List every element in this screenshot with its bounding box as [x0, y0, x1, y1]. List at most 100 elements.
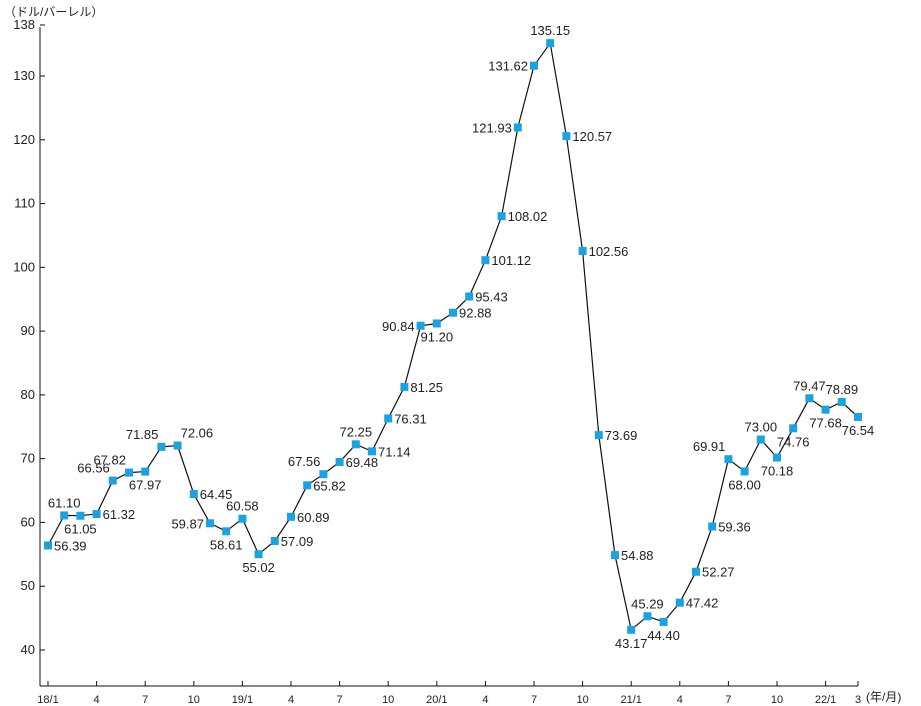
data-label: 54.88	[621, 548, 654, 563]
data-point	[773, 453, 781, 462]
data-label: 60.89	[297, 510, 330, 525]
data-point	[481, 256, 490, 265]
data-point	[238, 514, 247, 523]
y-tick-label: 60	[21, 514, 35, 529]
data-label: 76.54	[842, 423, 875, 438]
data-point	[319, 470, 328, 479]
data-label: 61.05	[64, 522, 97, 537]
data-point	[821, 405, 830, 414]
data-label: 92.88	[459, 306, 492, 321]
data-label: 59.87	[171, 516, 204, 531]
data-point	[805, 394, 814, 403]
data-point	[173, 441, 182, 450]
data-label: 121.93	[472, 120, 512, 135]
y-tick-label: 120	[13, 132, 35, 147]
data-point	[692, 567, 700, 576]
data-label: 120.57	[572, 129, 612, 144]
data-point	[351, 440, 360, 449]
x-tick-label: 18/1	[37, 694, 58, 706]
data-label: 70.18	[761, 464, 794, 479]
data-point	[335, 457, 344, 466]
data-label: 78.89	[826, 382, 859, 397]
data-point	[497, 212, 506, 221]
data-label: 79.47	[793, 378, 826, 393]
x-tick-label: 3	[855, 694, 861, 706]
data-point	[384, 414, 393, 423]
data-point	[141, 467, 150, 476]
data-point	[92, 510, 101, 519]
data-label: 91.20	[421, 329, 454, 344]
data-point	[627, 625, 636, 634]
data-label: 68.00	[728, 477, 761, 492]
data-point	[708, 522, 717, 531]
data-point	[60, 511, 69, 520]
x-tick-label: 10	[382, 694, 394, 706]
data-point	[740, 467, 749, 476]
y-tick-label: 130	[13, 68, 35, 83]
y-tick-label: 50	[21, 578, 35, 593]
data-point	[303, 481, 312, 490]
data-point	[287, 512, 295, 521]
x-tick-label: 7	[142, 694, 148, 706]
data-point	[530, 61, 538, 70]
data-label: 55.02	[242, 560, 275, 575]
data-label: 72.25	[340, 424, 373, 439]
data-point	[789, 424, 798, 433]
data-point	[270, 537, 279, 546]
data-point	[675, 598, 684, 607]
x-tick-label: 7	[531, 694, 537, 706]
data-point	[432, 319, 441, 328]
data-label: 69.48	[346, 455, 379, 470]
data-label: 76.31	[394, 411, 427, 426]
data-point	[368, 447, 376, 456]
y-tick-label: 110	[14, 196, 35, 211]
data-point	[44, 541, 52, 550]
data-point	[756, 435, 765, 444]
data-label: 71.14	[378, 444, 411, 459]
data-label: 95.43	[475, 289, 508, 304]
x-axis-unit-label: (年/月)	[866, 690, 902, 704]
data-label: 131.62	[488, 59, 528, 74]
y-tick-label: 40	[21, 642, 35, 657]
y-axis-unit-label: （ドル/バーレル）	[4, 5, 104, 19]
data-point	[643, 612, 652, 621]
data-label: 74.76	[777, 434, 810, 449]
x-tick-label: 10	[188, 694, 200, 706]
data-point	[189, 490, 198, 499]
x-tick-label: 4	[288, 694, 294, 706]
data-label: 73.69	[605, 428, 638, 443]
data-point	[837, 397, 846, 406]
data-label: 44.40	[647, 628, 680, 643]
data-label: 102.56	[589, 244, 629, 259]
data-label: 69.91	[693, 439, 726, 454]
x-tick-label: 10	[576, 694, 588, 706]
data-point	[449, 308, 457, 317]
data-label: 67.97	[129, 478, 162, 493]
data-point	[254, 550, 263, 559]
data-point	[157, 442, 166, 451]
data-point	[578, 247, 587, 256]
data-label: 72.06	[181, 426, 214, 441]
data-point	[465, 292, 474, 301]
data-point	[513, 123, 522, 132]
data-point	[546, 39, 555, 48]
data-label: 81.25	[410, 380, 443, 395]
data-point	[854, 412, 862, 421]
data-label: 71.85	[126, 427, 159, 442]
data-label: 135.15	[530, 23, 570, 38]
data-label: 67.56	[288, 454, 321, 469]
data-point	[724, 455, 733, 464]
data-label: 59.36	[718, 520, 751, 535]
data-point	[594, 431, 603, 440]
data-point	[562, 132, 571, 141]
data-label: 65.82	[313, 478, 346, 493]
x-tick-label: 4	[677, 694, 683, 706]
y-tick-label: 80	[21, 387, 35, 402]
data-label: 52.27	[702, 565, 735, 580]
x-tick-label: 4	[94, 694, 100, 706]
data-point	[206, 519, 214, 528]
y-tick-label: 70	[21, 451, 35, 466]
data-label: 67.82	[93, 453, 126, 468]
data-label: 43.17	[615, 636, 648, 651]
data-point	[611, 551, 619, 560]
